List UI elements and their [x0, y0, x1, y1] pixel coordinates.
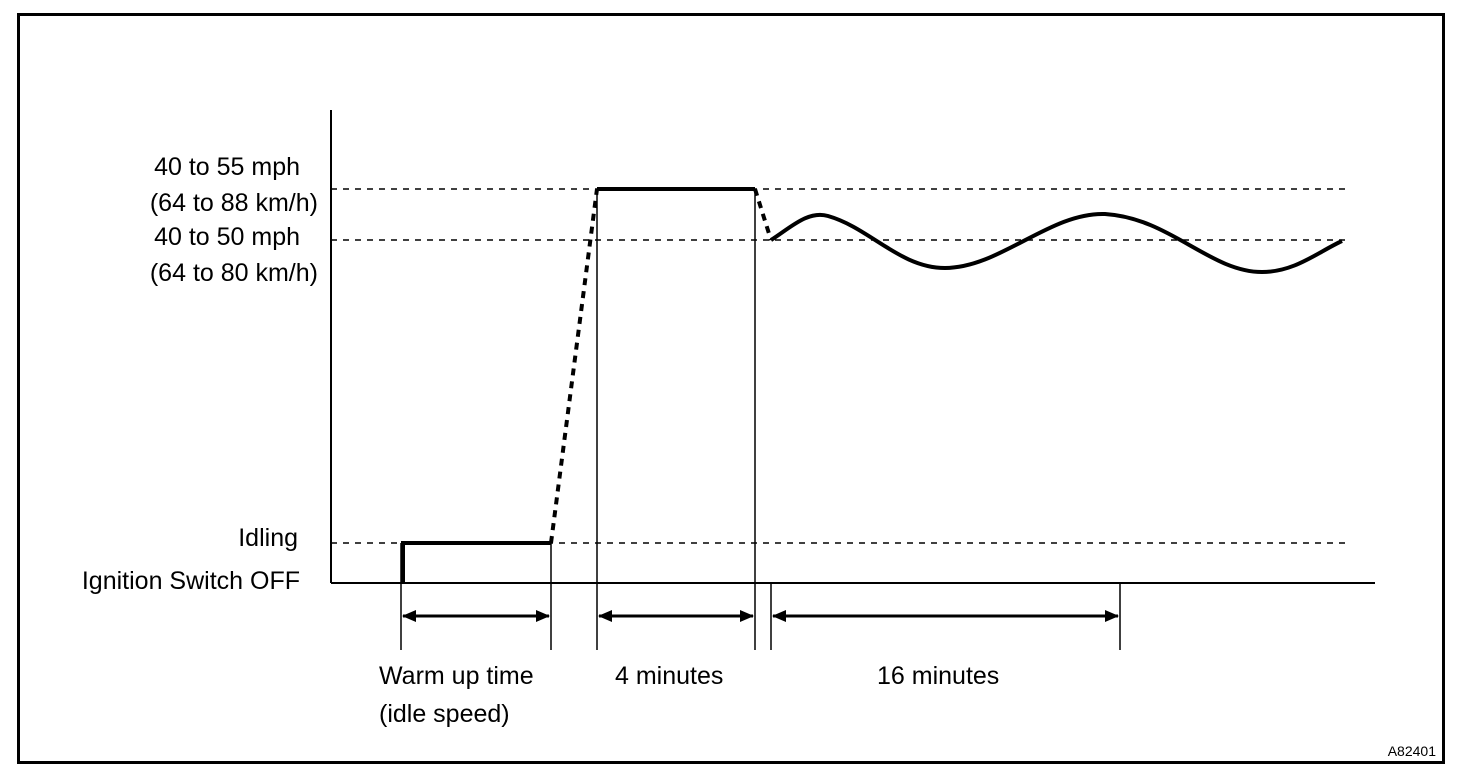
fluctuating-speed-curve — [769, 211, 1343, 275]
acceleration-dotted-segment — [549, 188, 599, 544]
deceleration-dotted-segment — [753, 188, 773, 241]
high-speed-mph-label: 40 to 55 mph — [154, 153, 300, 181]
ignition-to-idle-step — [401, 541, 551, 583]
mid-speed-kmh-label: (64 to 80 km/h) — [150, 259, 318, 287]
warmup-phase-label: Warm up time — [379, 662, 534, 690]
mid-speed-mph-label: 40 to 50 mph — [154, 223, 300, 251]
sixteen-minute-phase-label: 16 minutes — [877, 662, 999, 690]
ignition-switch-off-label: Ignition Switch OFF — [82, 567, 300, 595]
high-speed-kmh-label: (64 to 88 km/h) — [150, 189, 318, 217]
warmup-phase-sublabel: (idle speed) — [379, 700, 510, 728]
diagram-frame — [17, 13, 1445, 764]
figure-code: A82401 — [1388, 743, 1436, 759]
four-minute-phase-label: 4 minutes — [615, 662, 723, 690]
idling-label: Idling — [238, 524, 298, 552]
